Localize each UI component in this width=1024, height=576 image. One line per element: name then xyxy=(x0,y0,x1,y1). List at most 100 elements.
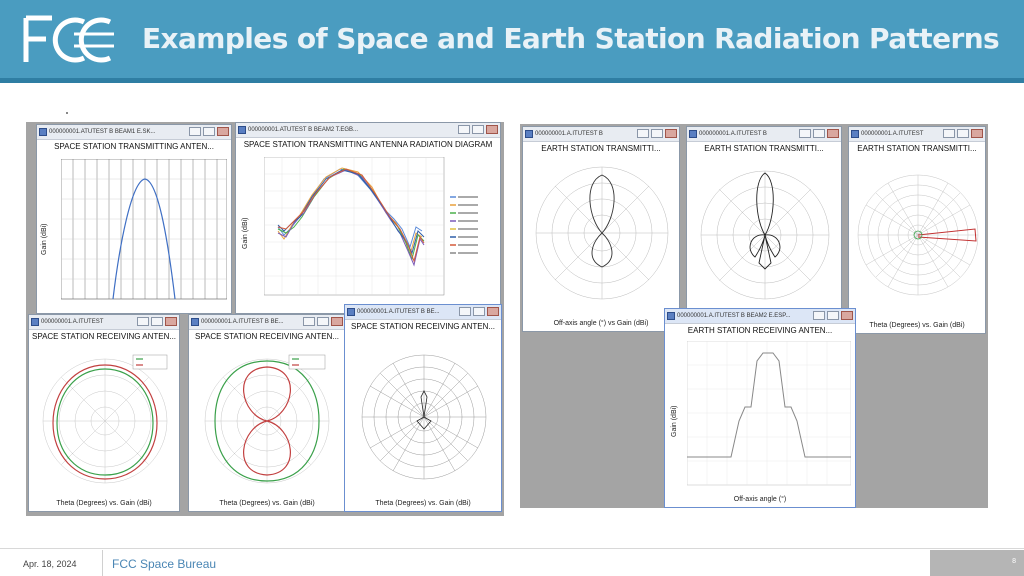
y-axis-label: Gain (dBi) xyxy=(41,223,48,255)
footer-organization: FCC Space Bureau xyxy=(112,557,217,571)
multi-beam-plot xyxy=(264,157,478,296)
polar-plot xyxy=(700,170,830,300)
window-titlebar-text: 000000001.A.ITUTEST B BE... xyxy=(201,319,284,325)
minimize-button[interactable] xyxy=(799,129,811,138)
app-icon xyxy=(31,318,39,326)
window-space-tx-2[interactable]: 000000001.ATUTEST B BEAM2 T.EGB... SPACE… xyxy=(235,122,501,314)
window-titlebar[interactable]: 000000001.ATUTEST B BEAM2 T.EGB... xyxy=(236,123,500,138)
app-icon xyxy=(667,312,675,320)
minimize-button[interactable] xyxy=(189,127,201,136)
window-titlebar[interactable]: 000000001.ATUTEST B BEAM1 E.SK... xyxy=(37,125,231,140)
chart-title: EARTH STATION TRANSMITTI... xyxy=(541,144,661,153)
app-icon xyxy=(525,130,533,138)
minimize-button[interactable] xyxy=(943,129,955,138)
gain-plot xyxy=(61,159,227,300)
window-space-rx-3[interactable]: 000000001.A.ITUTEST B BE... SPACE STATIO… xyxy=(344,304,502,512)
window-titlebar-text: 000000001.A.ITUTEST xyxy=(41,319,104,325)
app-icon xyxy=(238,126,246,134)
x-axis-label: Theta (Degrees) vs. Gain (dBi) xyxy=(56,500,152,507)
window-titlebar-text: 000000001.A.ITUTEST B xyxy=(535,131,603,137)
x-axis-label: Theta (Degrees) vs. Gain (dBi) xyxy=(375,500,471,507)
window-titlebar-text: 000000001.A.ITUTEST B xyxy=(699,131,767,137)
maximize-button[interactable] xyxy=(827,311,839,320)
right-screenshot-panel: 000000001.A.ITUTEST B EARTH STATION TRAN… xyxy=(520,124,988,508)
footer-separator xyxy=(102,550,103,576)
header-bar: Examples of Space and Earth Station Radi… xyxy=(0,0,1024,78)
close-button[interactable] xyxy=(217,127,229,136)
minimize-button[interactable] xyxy=(303,317,315,326)
maximize-button[interactable] xyxy=(473,307,485,316)
gain-plot xyxy=(687,341,851,486)
chart-title: EARTH STATION TRANSMITTI... xyxy=(857,144,977,153)
chart-title: SPACE STATION RECEIVING ANTEN... xyxy=(350,322,496,331)
polar-plot xyxy=(42,354,168,484)
fcc-logo xyxy=(23,15,114,63)
window-titlebar[interactable]: 000000001.A.ITUTEST B xyxy=(523,127,679,142)
chart-title: EARTH STATION TRANSMITTI... xyxy=(704,144,824,153)
y-axis-label: Gain (dBi) xyxy=(242,217,249,249)
left-screenshot-panel: 000000001.ATUTEST B BEAM1 E.SK... SPACE … xyxy=(26,122,504,516)
maximize-button[interactable] xyxy=(813,129,825,138)
window-titlebar-text: 000000001.ATUTEST B BEAM2 T.EGB... xyxy=(248,127,359,133)
maximize-button[interactable] xyxy=(651,129,663,138)
stray-mark xyxy=(66,112,68,114)
window-titlebar-text: 000000001.A.ITUTEST xyxy=(861,131,924,137)
window-earth-tx-3[interactable]: 000000001.A.ITUTEST EARTH STATION TRANSM… xyxy=(848,126,986,334)
close-button[interactable] xyxy=(665,129,677,138)
maximize-button[interactable] xyxy=(151,317,163,326)
minimize-button[interactable] xyxy=(813,311,825,320)
chart-title: SPACE STATION RECEIVING ANTEN... xyxy=(194,332,340,341)
window-space-rx-2[interactable]: 000000001.A.ITUTEST B BE... SPACE STATIO… xyxy=(188,314,346,512)
window-titlebar[interactable]: 000000001.A.ITUTEST B BEAM2 E.ESP... xyxy=(665,309,855,324)
maximize-button[interactable] xyxy=(203,127,215,136)
y-axis-label: Gain (dBi) xyxy=(671,405,678,437)
app-icon xyxy=(689,130,697,138)
polar-plot xyxy=(204,354,330,484)
minimize-button[interactable] xyxy=(137,317,149,326)
window-space-tx-1[interactable]: 000000001.ATUTEST B BEAM1 E.SK... SPACE … xyxy=(36,124,232,314)
minimize-button[interactable] xyxy=(459,307,471,316)
page-number-box: 8 xyxy=(930,550,1024,576)
app-icon xyxy=(191,318,199,326)
window-titlebar-text: 000000001.A.ITUTEST B BEAM2 E.ESP... xyxy=(677,313,791,319)
chart-title: EARTH STATION RECEIVING ANTEN... xyxy=(687,326,833,335)
header-strip xyxy=(0,78,1024,83)
window-earth-tx-1[interactable]: 000000001.A.ITUTEST B EARTH STATION TRAN… xyxy=(522,126,680,332)
window-titlebar[interactable]: 000000001.A.ITUTEST B xyxy=(687,127,841,142)
window-titlebar[interactable]: 000000001.A.ITUTEST xyxy=(849,127,985,142)
close-button[interactable] xyxy=(971,129,983,138)
polar-plot xyxy=(535,166,669,300)
window-titlebar-text: 000000001.ATUTEST B BEAM1 E.SK... xyxy=(49,129,156,135)
close-button[interactable] xyxy=(841,311,853,320)
footer-divider xyxy=(0,548,1024,549)
x-axis-label: Off-axis angle (°) vs Gain (dBi) xyxy=(553,320,649,327)
x-axis-label: Theta (Degrees) vs. Gain (dBi) xyxy=(869,322,965,329)
page-number: 8 xyxy=(1012,558,1016,565)
page-title: Examples of Space and Earth Station Radi… xyxy=(142,22,1000,55)
app-icon xyxy=(39,128,47,136)
chart-title: SPACE STATION TRANSMITTING ANTEN... xyxy=(54,142,214,151)
close-button[interactable] xyxy=(165,317,177,326)
window-titlebar[interactable]: 000000001.A.ITUTEST B BE... xyxy=(345,305,501,320)
chart-title: SPACE STATION TRANSMITTING ANTENNA RADIA… xyxy=(243,140,493,149)
window-earth-tx-2[interactable]: 000000001.A.ITUTEST B EARTH STATION TRAN… xyxy=(686,126,842,310)
window-titlebar-text: 000000001.A.ITUTEST B BE... xyxy=(357,309,440,315)
footer-date: Apr. 18, 2024 xyxy=(23,559,77,569)
maximize-button[interactable] xyxy=(317,317,329,326)
chart-title: SPACE STATION RECEIVING ANTEN... xyxy=(31,332,177,341)
window-space-rx-1[interactable]: 000000001.A.ITUTEST SPACE STATION RECEIV… xyxy=(28,314,180,512)
maximize-button[interactable] xyxy=(472,125,484,134)
maximize-button[interactable] xyxy=(957,129,969,138)
app-icon xyxy=(851,130,859,138)
close-button[interactable] xyxy=(487,307,499,316)
window-titlebar[interactable]: 000000001.A.ITUTEST xyxy=(29,315,179,330)
close-button[interactable] xyxy=(827,129,839,138)
minimize-button[interactable] xyxy=(637,129,649,138)
minimize-button[interactable] xyxy=(458,125,470,134)
window-earth-rx[interactable]: 000000001.A.ITUTEST B BEAM2 E.ESP... EAR… xyxy=(664,308,856,508)
polar-plot xyxy=(361,354,487,480)
close-button[interactable] xyxy=(486,125,498,134)
close-button[interactable] xyxy=(331,317,343,326)
x-axis-label: Off-axis angle (°) xyxy=(733,496,787,503)
window-titlebar[interactable]: 000000001.A.ITUTEST B BE... xyxy=(189,315,345,330)
